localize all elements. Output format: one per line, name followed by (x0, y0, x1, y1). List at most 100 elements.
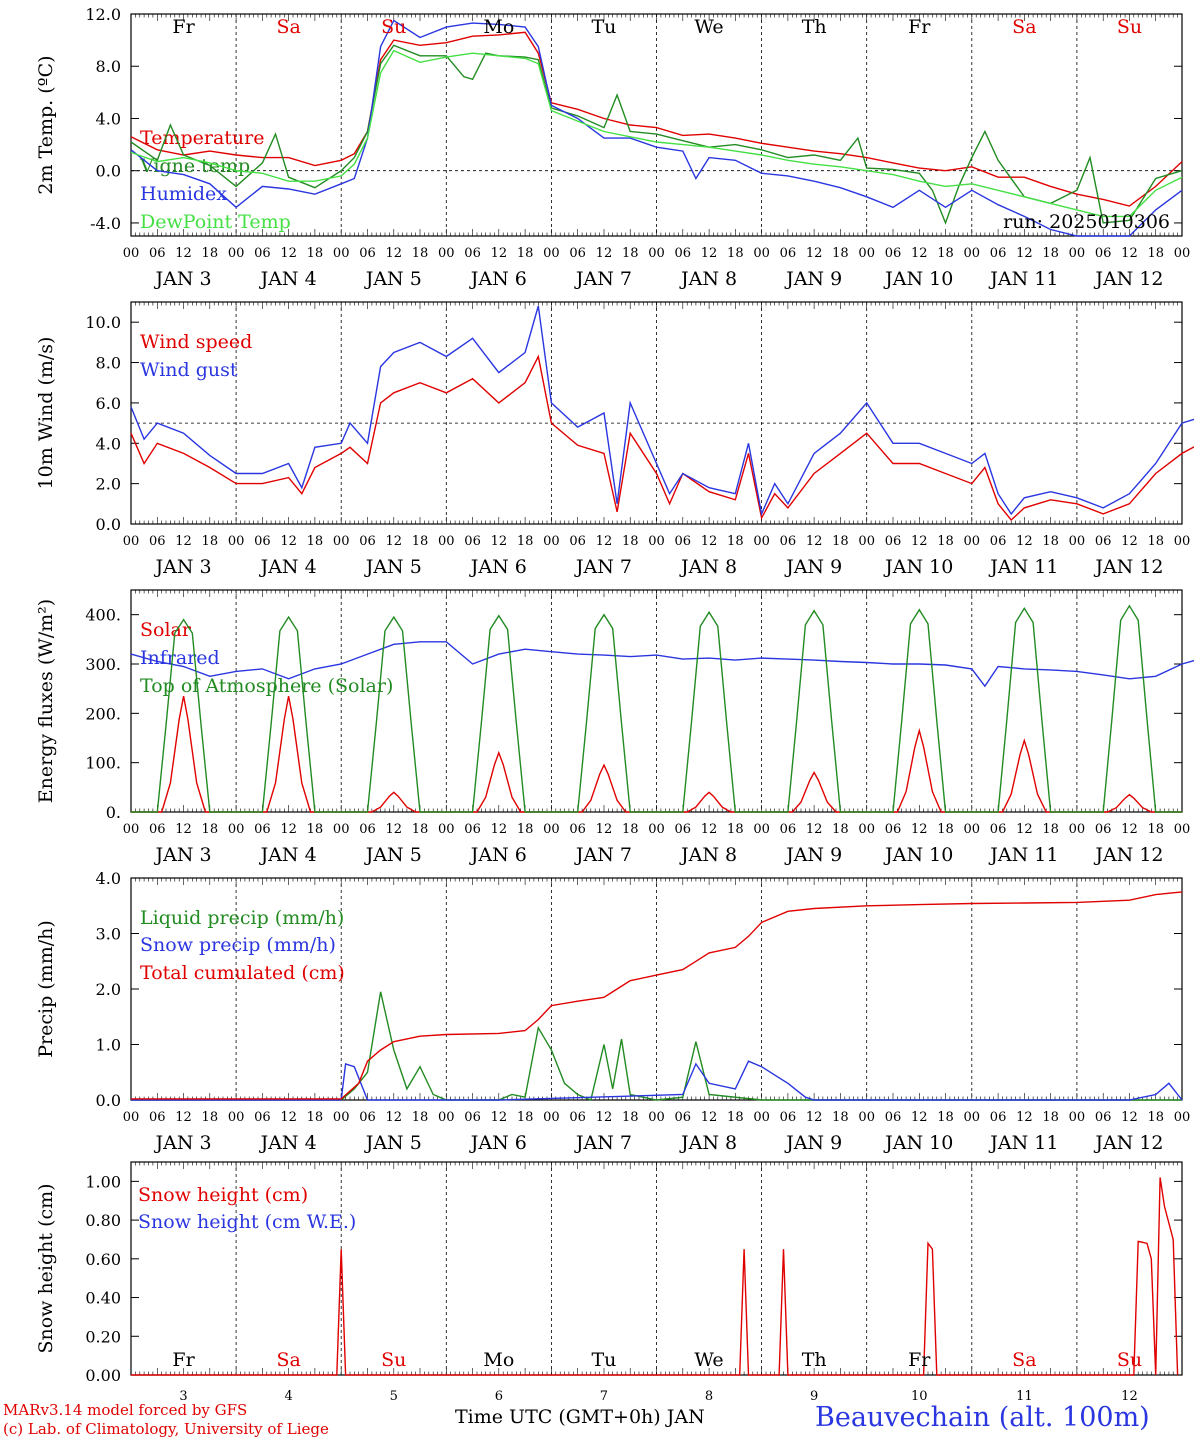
x-tick-label: 00 (858, 1110, 875, 1125)
date-label: JAN 3 (154, 1132, 212, 1154)
day-name-label: Fr (172, 16, 195, 38)
y-tick-label: -4.0 (90, 214, 121, 233)
y-axis-label: Energy fluxes (W/m²) (35, 599, 57, 803)
y-tick-label: 4.0 (96, 434, 121, 453)
x-tick-label: 18 (412, 246, 429, 261)
y-tick-label: 2.0 (96, 475, 121, 494)
x-tick-label: 12 (280, 1110, 297, 1125)
y-tick-label: 1.00 (85, 1172, 121, 1191)
y-tick-label: 2.0 (96, 980, 121, 999)
x-tick-label: 00 (858, 246, 875, 261)
x-tick-label: 00 (543, 1110, 560, 1125)
x-tick-label: 18 (1042, 1110, 1059, 1125)
x-tick-label: 18 (622, 822, 639, 837)
x-tick-label: 12 (175, 246, 192, 261)
day-name-label: Th (802, 16, 827, 38)
date-label: JAN 12 (1093, 556, 1163, 578)
x-tick-label: 12 (385, 822, 402, 837)
x-tick-label: 12 (175, 534, 192, 549)
day-name-label: Fr (908, 1349, 931, 1371)
x-tick-label: 18 (202, 246, 219, 261)
legend-entry: Wind gust (140, 359, 238, 381)
x-tick-label: 00 (648, 822, 665, 837)
day-name-label: Mo (483, 1349, 514, 1371)
model-note: MARv3.14 model forced by GFS (3, 1401, 248, 1419)
day-name-label: Su (1117, 16, 1142, 38)
day-name-label: Tu (591, 1349, 616, 1371)
x-tick-label: 12 (701, 822, 718, 837)
y-tick-label: 4.0 (96, 109, 121, 128)
day-name-label: Su (381, 1349, 406, 1371)
x-tick-label: 06 (780, 246, 797, 261)
x-tick-label: 18 (202, 1110, 219, 1125)
legend-entry: Top of Atmosphere (Solar) (140, 675, 393, 697)
x-tick-label: 18 (1147, 822, 1164, 837)
x-tick-label: 06 (359, 822, 376, 837)
x-tick-label: 18 (1147, 1110, 1164, 1125)
day-name-label: Mo (483, 16, 514, 38)
x-tick-label: 06 (254, 246, 271, 261)
y-tick-label: 0.0 (96, 1091, 121, 1110)
x-tick-label: 00 (1069, 534, 1086, 549)
date-label: JAN 6 (469, 268, 527, 290)
x-tick-label: 00 (964, 534, 981, 549)
y-tick-label: 10.0 (85, 313, 121, 332)
day-name-label: Fr (908, 16, 931, 38)
day-name-label: Th (802, 1349, 827, 1371)
y-tick-label: 8.0 (96, 57, 121, 76)
x-tick-label: 18 (622, 246, 639, 261)
y-tick-label: 0.60 (85, 1250, 121, 1269)
series-line-wind-gust (130, 305, 1194, 517)
legend-entry: Snow height (cm) (138, 1184, 308, 1206)
x-tick-label: 00 (648, 534, 665, 549)
x-tick-label: 06 (885, 246, 902, 261)
y-tick-label: 0.0 (96, 162, 121, 181)
x-tick-label: 06 (254, 534, 271, 549)
x-tick-label: 06 (990, 534, 1007, 549)
y-tick-label: 200. (85, 704, 121, 723)
x-tick-label: 12 (1016, 822, 1033, 837)
x-tick-label: 06 (569, 246, 586, 261)
x-tick-label: 18 (517, 1110, 534, 1125)
series-line-snow-height-cm- (131, 1177, 1179, 1376)
x-tick-label: 12 (1016, 246, 1033, 261)
station-name: Beauvechain (alt. 100m) (815, 1402, 1150, 1433)
x-tick-label: 18 (832, 246, 849, 261)
x-tick-label: 12 (1121, 246, 1138, 261)
series-line-total-cumulated-cm- (131, 891, 1183, 1100)
x-tick-label: 00 (333, 1110, 350, 1125)
date-label: JAN 3 (154, 556, 212, 578)
x-tick-label: 06 (675, 1110, 692, 1125)
x-tick-label: 06 (990, 1110, 1007, 1125)
x-tick-label: 06 (569, 1110, 586, 1125)
x-tick-label: 18 (517, 534, 534, 549)
date-label: JAN 3 (154, 844, 212, 866)
x-tick-label: 18 (412, 822, 429, 837)
x-tick-label: 06 (675, 822, 692, 837)
x-tick-label: 18 (307, 1110, 324, 1125)
date-label: JAN 10 (883, 844, 953, 866)
x-tick-label: 00 (1174, 822, 1191, 837)
x-tick-label: 18 (202, 822, 219, 837)
y-axis-label: 2m Temp. (ºC) (35, 55, 57, 194)
day-number-label: 12 (1121, 1389, 1138, 1404)
x-tick-label: 06 (675, 534, 692, 549)
y-tick-label: 4.0 (96, 869, 121, 888)
x-tick-label: 12 (385, 534, 402, 549)
x-tick-label: 06 (780, 822, 797, 837)
x-tick-label: 18 (517, 246, 534, 261)
date-label: JAN 9 (784, 268, 842, 290)
x-tick-label: 18 (1042, 822, 1059, 837)
day-number-label: 10 (911, 1389, 928, 1404)
x-tick-label: 00 (1069, 246, 1086, 261)
x-tick-label: 12 (911, 246, 928, 261)
x-tick-label: 00 (964, 1110, 981, 1125)
x-tick-label: 18 (622, 534, 639, 549)
day-name-label: Sa (276, 16, 300, 38)
x-tick-label: 18 (727, 1110, 744, 1125)
date-label: JAN 5 (364, 556, 422, 578)
series-line-snow-precip-mm-h- (131, 1060, 1183, 1101)
x-tick-label: 00 (858, 534, 875, 549)
x-tick-label: 12 (701, 534, 718, 549)
panel-2: 0.0 2.0 4.0 6.0 8.0 10.0 10m Wind (m/s) 00 06 12 1… (35, 301, 1194, 578)
